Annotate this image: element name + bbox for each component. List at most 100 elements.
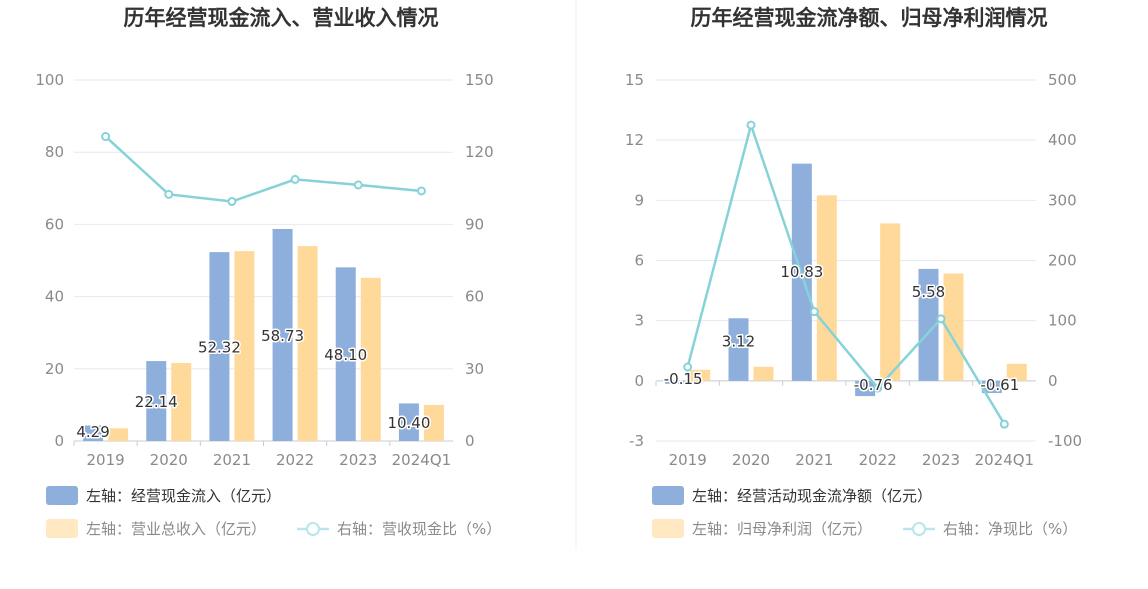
bar-secondary xyxy=(753,366,774,381)
chart-title: 历年经营现金流净额、归母净利润情况 xyxy=(691,6,1048,30)
ratio-point xyxy=(164,189,174,199)
bar-primary xyxy=(146,361,167,441)
left-axis-tick: 9 xyxy=(634,191,644,209)
x-axis-label: 2022 xyxy=(859,451,897,469)
bar-secondary xyxy=(1006,363,1027,381)
left-axis-tick: 3 xyxy=(634,312,644,330)
x-axis-label: 2023 xyxy=(339,451,377,469)
bar-secondary xyxy=(943,273,964,381)
bar-secondary xyxy=(234,251,255,441)
bar-data-label: 48.10 xyxy=(324,346,367,364)
left-axis-tick: 0 xyxy=(634,372,644,390)
ratio-point xyxy=(873,383,883,393)
left-axis-tick: 20 xyxy=(45,360,64,378)
legend-swatch-secondary[interactable] xyxy=(652,519,684,538)
bar-secondary xyxy=(108,428,129,441)
right-axis-tick: 300 xyxy=(1048,191,1077,209)
x-axis-label: 2023 xyxy=(922,451,960,469)
bar-primary xyxy=(83,425,104,441)
right-axis-tick: 150 xyxy=(465,71,494,89)
ratio-point xyxy=(746,120,756,130)
bar-primary xyxy=(918,268,939,381)
ratio-line xyxy=(686,120,1006,425)
ratio-point xyxy=(936,314,946,324)
right-axis-tick: 60 xyxy=(465,288,484,306)
left-axis-tick: -3 xyxy=(629,432,644,450)
bar-data-label: 22.14 xyxy=(135,393,178,411)
right-axis-tick: 100 xyxy=(1048,312,1077,330)
x-axis-label: 2024Q1 xyxy=(975,451,1035,469)
right-axis-tick: 200 xyxy=(1048,252,1077,270)
bar-primary xyxy=(665,380,686,384)
left-axis-tick: 40 xyxy=(45,288,64,306)
legend-label-secondary[interactable]: 左轴：归母净利润（亿元） xyxy=(692,520,872,538)
bar-data-label: 3.12 xyxy=(722,332,755,350)
bar-primary xyxy=(209,252,230,441)
ratio-point xyxy=(101,132,111,142)
right-axis-tick: 120 xyxy=(465,143,494,161)
bar-primary xyxy=(272,228,293,441)
chart-title: 历年经营现金流入、营业收入情况 xyxy=(124,6,439,30)
ratio-point xyxy=(353,180,363,190)
chart-2: 历年经营现金流净额、归母净利润情况 -3 0 3 6 9 12 15 -100 0 100 200 30… xyxy=(625,6,1082,538)
legend-label-line[interactable]: 右轴：净现比（%） xyxy=(943,520,1077,538)
bar-data-label: -0.61 xyxy=(980,376,1019,394)
ratio-point xyxy=(809,307,819,317)
bar-primary xyxy=(855,380,876,397)
bar-data-label: 58.73 xyxy=(261,327,304,345)
bar-data-label: 10.40 xyxy=(387,414,430,432)
legend-swatch-secondary[interactable] xyxy=(46,519,78,538)
legend-swatch-primary[interactable] xyxy=(46,486,78,505)
bar-secondary xyxy=(690,369,711,381)
legend-label-line[interactable]: 右轴：营收现金比（%） xyxy=(337,520,501,538)
bar-primary xyxy=(398,403,419,441)
ratio-point xyxy=(227,197,237,207)
ratio-point xyxy=(416,186,426,196)
x-axis-label: 2020 xyxy=(732,451,770,469)
ratio-point xyxy=(290,174,300,184)
left-axis-tick: 15 xyxy=(625,71,644,89)
bar-data-label: -0.76 xyxy=(854,376,893,394)
bar-data-label: 52.32 xyxy=(198,339,241,357)
ratio-point xyxy=(999,419,1009,429)
x-axis-label: 2019 xyxy=(669,451,707,469)
bar-data-label: 4.29 xyxy=(76,423,109,441)
right-axis-tick: -100 xyxy=(1048,432,1082,450)
bar-secondary xyxy=(423,404,444,441)
x-axis-label: 2022 xyxy=(276,451,314,469)
ratio-point xyxy=(683,362,693,372)
right-axis-tick: 400 xyxy=(1048,131,1077,149)
right-axis-tick: 90 xyxy=(465,215,484,233)
right-axis-tick: 30 xyxy=(465,360,484,378)
ratio-line xyxy=(104,135,422,203)
legend-swatch-primary[interactable] xyxy=(652,486,684,505)
left-axis-tick: 60 xyxy=(45,215,64,233)
x-axis-label: 2021 xyxy=(213,451,251,469)
right-axis-tick: 0 xyxy=(465,432,475,450)
legend-label-secondary[interactable]: 左轴：营业总收入（亿元） xyxy=(86,520,266,538)
x-axis-label: 2021 xyxy=(795,451,833,469)
legend-label-primary[interactable]: 左轴：经营活动现金流净额（亿元） xyxy=(692,487,932,505)
left-axis-tick: 80 xyxy=(45,143,64,161)
x-axis-label: 2024Q1 xyxy=(392,451,452,469)
bar-secondary xyxy=(360,277,381,441)
legend-label-primary[interactable]: 左轴：经营现金流入（亿元） xyxy=(86,487,281,505)
bar-data-label: -0.15 xyxy=(664,370,703,388)
bar-data-label: 5.58 xyxy=(912,283,945,301)
bar-data-label: 10.83 xyxy=(780,263,823,281)
legend-point-icon[interactable] xyxy=(912,522,926,536)
left-axis-tick: 12 xyxy=(625,131,644,149)
bar-secondary xyxy=(297,246,318,441)
left-axis-tick: 6 xyxy=(634,252,644,270)
left-axis-tick: 0 xyxy=(54,432,64,450)
legend-point-icon[interactable] xyxy=(306,522,320,536)
chart-1: 历年经营现金流入、营业收入情况 0 20 40 60 80 100 0 30 60 90 120 150… xyxy=(35,6,501,538)
bar-secondary xyxy=(171,363,192,441)
bar-secondary xyxy=(816,195,837,381)
bar-primary xyxy=(335,267,356,441)
right-axis-tick: 500 xyxy=(1048,71,1077,89)
bar-secondary xyxy=(880,223,901,381)
bar-primary xyxy=(981,380,1002,394)
